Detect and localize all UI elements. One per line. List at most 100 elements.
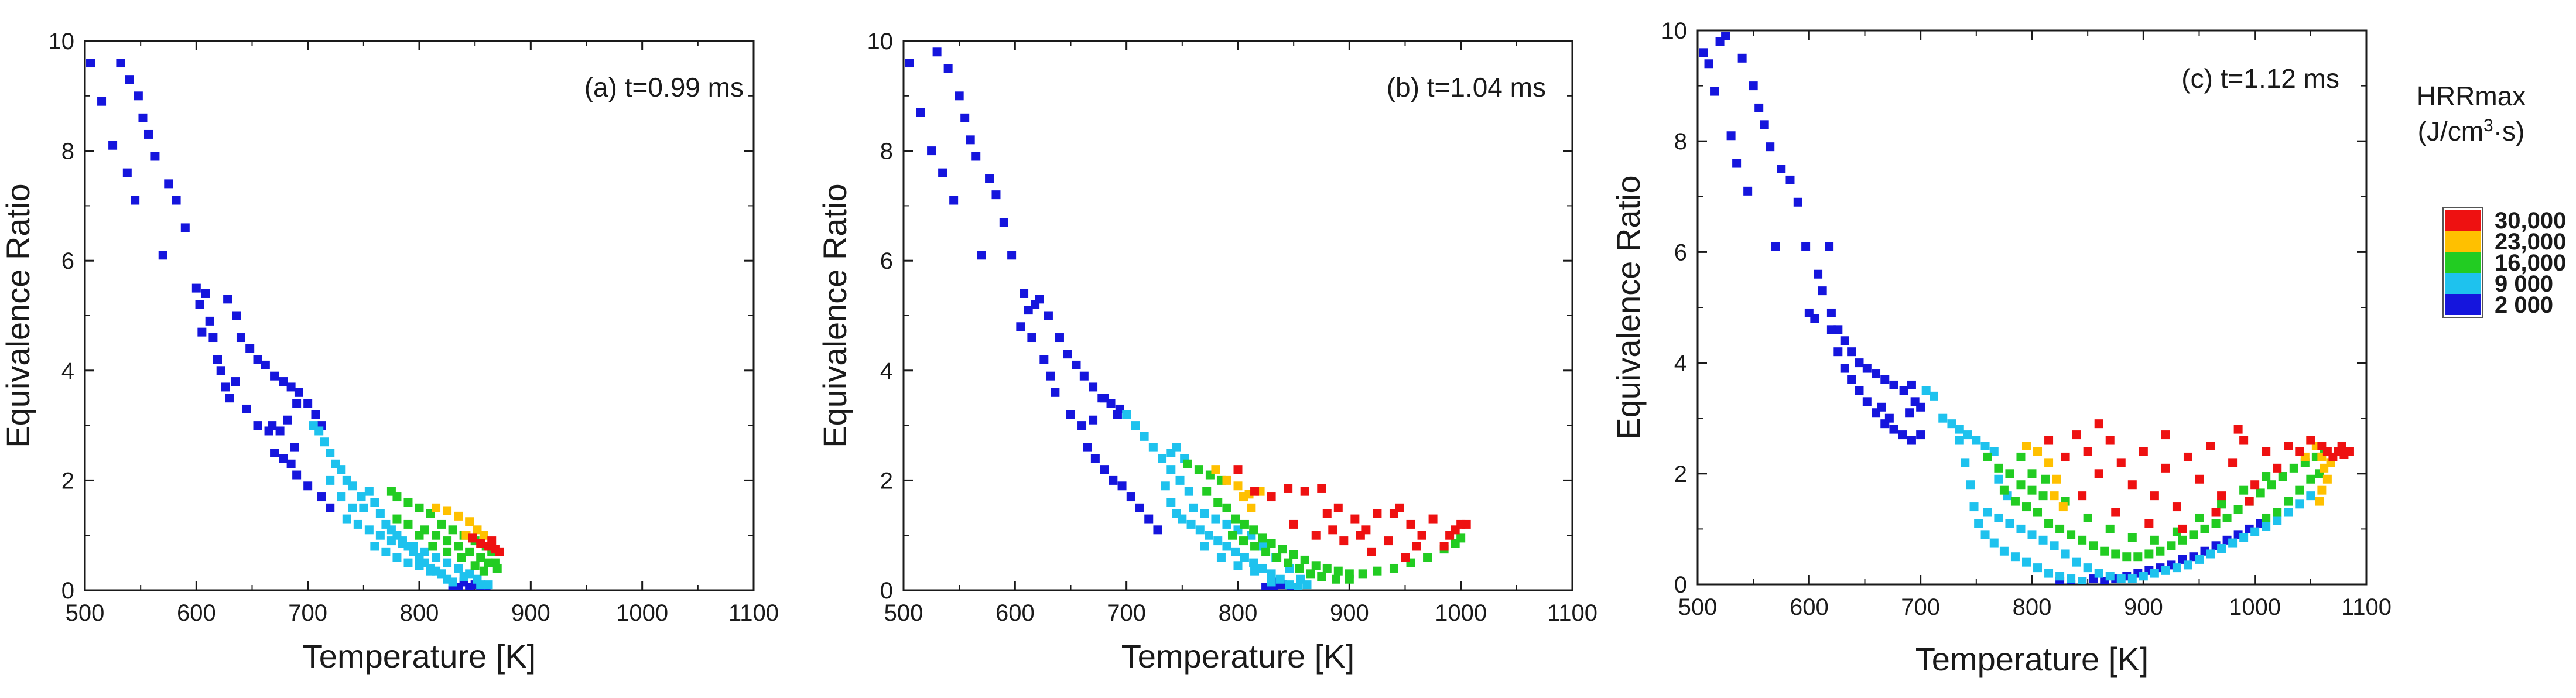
data-point <box>164 179 173 189</box>
data-point <box>398 539 407 548</box>
data-point <box>1916 402 1925 412</box>
data-point <box>1889 425 1898 434</box>
x-tick-label: 600 <box>995 600 1035 626</box>
series-9000 <box>309 421 493 590</box>
legend-label: 23,000 <box>2495 229 2566 255</box>
data-point <box>1213 498 1223 507</box>
data-point <box>1289 519 1298 529</box>
data-point <box>2094 469 2103 478</box>
data-point <box>2306 474 2315 484</box>
data-point <box>1231 514 1240 524</box>
data-point <box>1989 447 1999 456</box>
data-point <box>1884 413 1894 423</box>
data-point <box>1140 432 1149 441</box>
data-point <box>1195 525 1205 535</box>
data-point <box>1213 536 1223 546</box>
data-point <box>1804 308 1814 317</box>
data-point <box>2111 549 2120 559</box>
data-point <box>1258 563 1267 573</box>
data-point <box>2195 555 2204 564</box>
data-point <box>2167 541 2176 550</box>
data-point <box>286 382 296 392</box>
data-point <box>392 514 402 524</box>
x-tick-label: 1100 <box>728 600 779 626</box>
data-point <box>2178 524 2187 533</box>
data-point <box>1275 574 1285 584</box>
data-point <box>303 481 313 491</box>
data-point <box>448 586 457 590</box>
x-tick-label: 900 <box>1330 600 1369 626</box>
y-tick-label: 10 <box>1661 18 1688 44</box>
data-point <box>1328 525 1337 535</box>
data-point <box>1172 443 1181 452</box>
data-point <box>348 481 357 491</box>
data-point <box>122 168 132 177</box>
data-point <box>2222 513 2232 522</box>
data-point <box>1089 415 1098 425</box>
data-point <box>2105 572 2115 581</box>
data-point <box>1801 242 1811 251</box>
y-tick-label: 6 <box>1674 239 1687 265</box>
data-point <box>158 251 167 260</box>
data-point <box>1175 475 1185 485</box>
data-point <box>125 75 134 84</box>
data-point <box>468 533 477 543</box>
data-point <box>1966 480 1975 490</box>
data-point <box>473 525 482 535</box>
data-point <box>311 410 320 419</box>
data-point <box>292 470 302 480</box>
data-point <box>2061 452 2070 461</box>
data-point <box>195 300 204 309</box>
data-point <box>2183 452 2192 461</box>
data-point <box>1184 487 1193 496</box>
data-point <box>492 563 502 573</box>
y-tick-label: 6 <box>880 248 893 274</box>
data-point <box>1983 508 1992 517</box>
data-point <box>415 531 424 540</box>
data-point <box>201 289 210 298</box>
data-point <box>2083 447 2092 456</box>
data-point <box>1833 347 1843 357</box>
data-point <box>2273 508 2282 517</box>
data-point <box>2078 577 2087 584</box>
data-point <box>1358 569 1367 579</box>
series-16000 <box>1183 459 1466 584</box>
data-point <box>1921 386 1931 395</box>
plot-frame <box>902 40 1573 591</box>
legend-frame <box>2442 207 2483 318</box>
data-point <box>476 539 485 548</box>
data-point <box>476 553 485 562</box>
data-point <box>1862 397 1872 406</box>
data-point <box>1231 547 1240 556</box>
data-point <box>415 503 424 512</box>
y-tick-label: 2 <box>61 468 74 494</box>
data-point <box>1373 509 1382 518</box>
data-point <box>1880 375 1890 384</box>
data-point <box>1269 586 1278 590</box>
data-point <box>359 503 368 512</box>
data-point <box>1462 519 1471 529</box>
data-point <box>303 399 313 408</box>
data-point <box>1205 531 1214 540</box>
data-point <box>2206 549 2215 559</box>
data-point <box>1737 53 1747 63</box>
data-point <box>1183 459 1192 468</box>
data-point <box>465 517 474 526</box>
data-point <box>454 542 463 551</box>
data-point <box>2021 442 2031 450</box>
data-point <box>1216 553 1226 562</box>
data-point <box>1771 242 1780 251</box>
data-point <box>1930 391 1939 401</box>
data-point <box>1898 430 1907 440</box>
data-point <box>2016 452 2026 461</box>
data-point <box>1955 425 1964 434</box>
data-point <box>364 525 374 535</box>
data-point <box>290 443 299 452</box>
x-tick-label: 800 <box>2013 594 2052 620</box>
plot-frame <box>1696 29 2368 586</box>
data-point <box>2150 491 2159 501</box>
data-point <box>1972 436 1981 445</box>
data-point <box>1020 289 1029 298</box>
